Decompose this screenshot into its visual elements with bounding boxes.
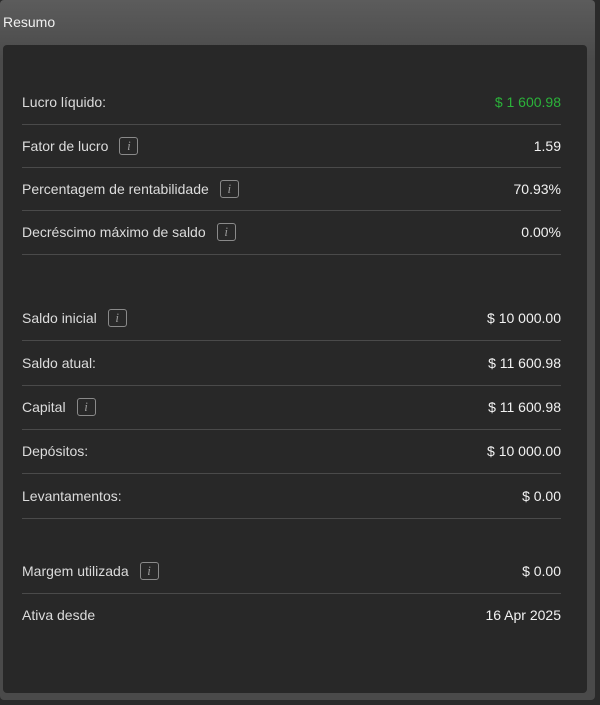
row-value: 70.93% xyxy=(513,181,561,197)
row-value: $ 11 600.98 xyxy=(488,399,561,415)
row-value: $ 1 600.98 xyxy=(494,94,561,110)
summary-row: Levantamentos: $ 0.00 xyxy=(22,485,561,507)
row-label: Levantamentos: xyxy=(22,488,122,504)
row-label: Saldo atual: xyxy=(22,355,96,371)
summary-row: Depósitos: $ 10 000.00 xyxy=(22,440,561,462)
summary-row: Percentagem de rentabilidade i 70.93% xyxy=(22,178,561,200)
info-icon[interactable]: i xyxy=(119,137,139,155)
divider xyxy=(22,124,561,125)
summary-row: Ativa desde 16 Apr 2025 xyxy=(22,604,561,626)
row-label: Capital xyxy=(22,399,66,415)
info-icon[interactable]: i xyxy=(139,562,159,580)
row-label-group: Percentagem de rentabilidade i xyxy=(22,180,239,198)
summary-row: Margem utilizada i $ 0.00 xyxy=(22,560,561,582)
divider xyxy=(22,254,561,255)
row-label: Fator de lucro xyxy=(22,138,109,154)
divider xyxy=(22,429,561,430)
row-label: Margem utilizada xyxy=(22,563,129,579)
summary-row: Lucro líquido: $ 1 600.98 xyxy=(22,91,561,113)
summary-row: Decréscimo máximo de saldo i 0.00% xyxy=(22,221,561,243)
row-label: Lucro líquido: xyxy=(22,94,107,110)
row-label-group: Ativa desde xyxy=(22,607,95,623)
row-label: Decréscimo máximo de saldo xyxy=(22,224,206,240)
divider xyxy=(22,473,561,474)
row-label: Percentagem de rentabilidade xyxy=(22,181,209,197)
divider xyxy=(22,340,561,341)
info-icon[interactable]: i xyxy=(76,398,96,416)
row-label: Depósitos: xyxy=(22,443,89,459)
row-label-group: Levantamentos: xyxy=(22,488,122,504)
row-label: Saldo inicial xyxy=(22,310,97,326)
row-label-group: Depósitos: xyxy=(22,443,88,459)
row-label-group: Lucro líquido: xyxy=(22,94,106,110)
row-label: Ativa desde xyxy=(22,607,96,623)
row-value: $ 11 600.98 xyxy=(488,355,561,371)
divider xyxy=(22,167,561,168)
row-label-group: Saldo atual: xyxy=(22,355,96,371)
row-label-group: Decréscimo máximo de saldo i xyxy=(22,223,236,241)
divider xyxy=(22,593,561,594)
summary-row: Saldo inicial i $ 10 000.00 xyxy=(22,307,561,329)
row-label-group: Capital i xyxy=(22,398,96,416)
info-icon[interactable]: i xyxy=(219,180,239,198)
summary-row: Saldo atual: $ 11 600.98 xyxy=(22,352,561,374)
row-label-group: Saldo inicial i xyxy=(22,309,127,327)
info-icon[interactable]: i xyxy=(216,223,236,241)
row-value: $ 0.00 xyxy=(522,563,561,579)
info-icon[interactable]: i xyxy=(107,309,127,327)
row-label-group: Margem utilizada i xyxy=(22,562,159,580)
divider xyxy=(22,385,561,386)
row-value: 16 Apr 2025 xyxy=(485,607,561,623)
row-label-group: Fator de lucro i xyxy=(22,137,139,155)
divider xyxy=(22,210,561,211)
row-value: 1.59 xyxy=(533,138,561,154)
window-title: Resumo xyxy=(3,14,56,30)
summary-panel xyxy=(3,45,587,693)
summary-row: Capital i $ 11 600.98 xyxy=(22,396,561,418)
row-value: $ 0.00 xyxy=(522,488,561,504)
row-value: $ 10 000.00 xyxy=(487,443,561,459)
row-value: 0.00% xyxy=(521,224,561,240)
row-value: $ 10 000.00 xyxy=(487,310,561,326)
divider xyxy=(22,518,561,519)
summary-row: Fator de lucro i 1.59 xyxy=(22,135,561,157)
